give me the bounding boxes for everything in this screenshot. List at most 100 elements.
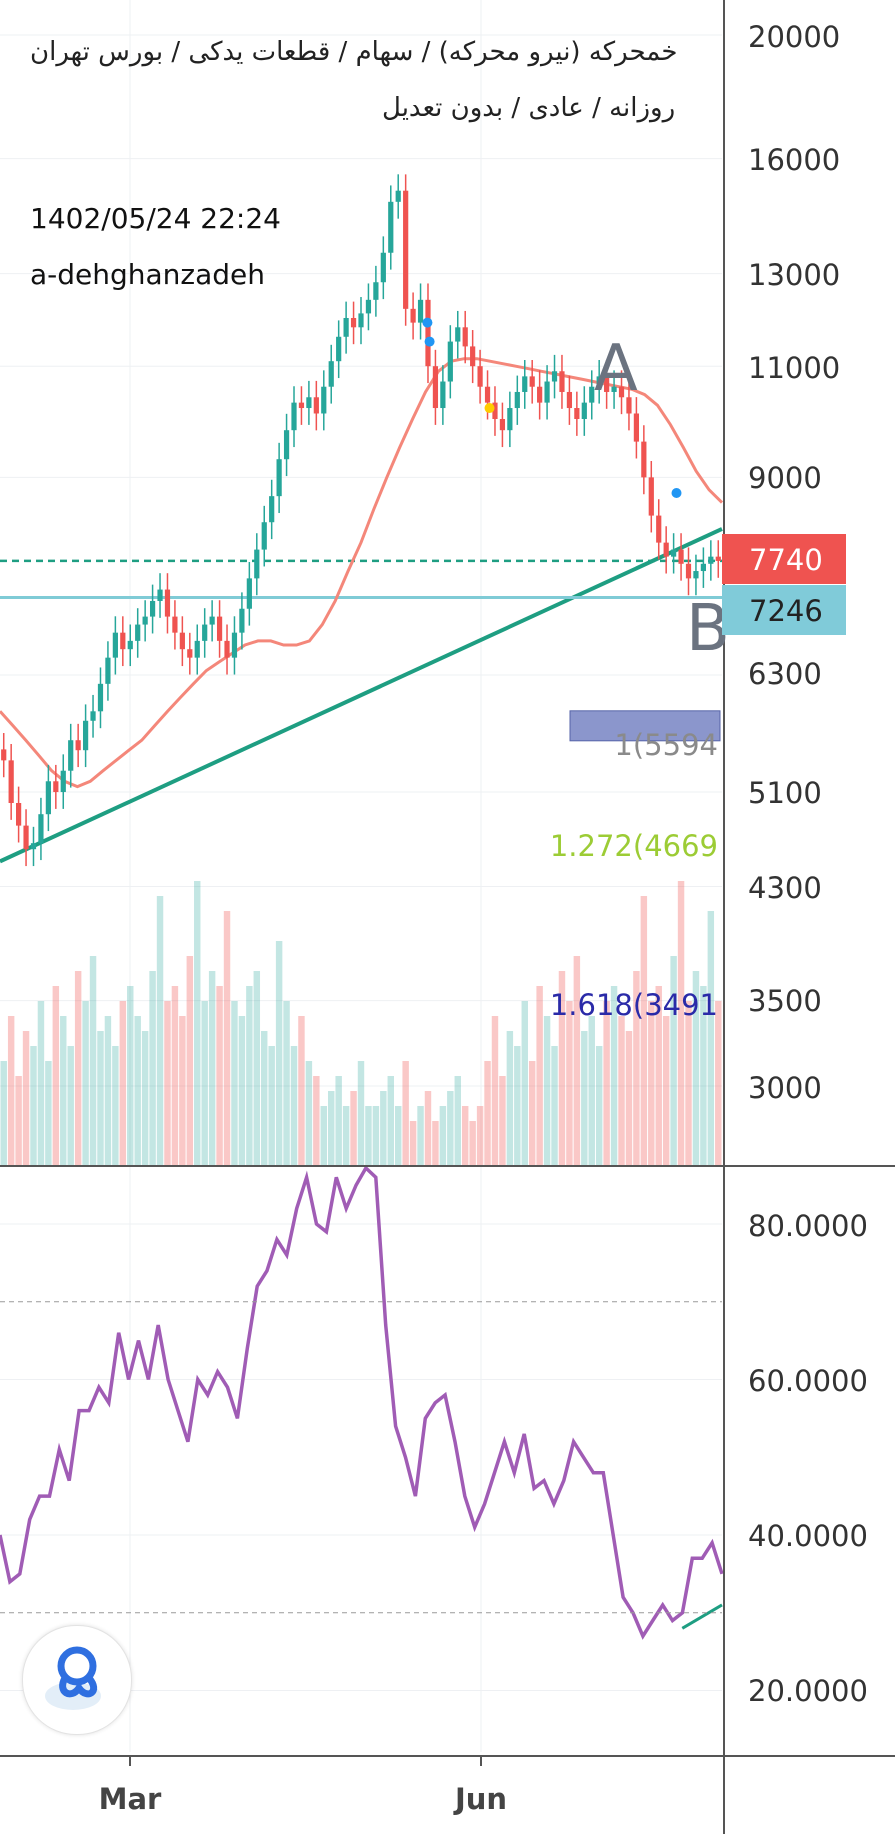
volume-bar — [402, 1061, 409, 1166]
volume-bar — [246, 986, 253, 1166]
candle-body — [492, 402, 498, 420]
rsi-tick: 40.0000 — [748, 1519, 868, 1553]
candle-body — [179, 632, 185, 650]
volume-bar — [22, 1031, 30, 1166]
price-tick: 9000 — [748, 461, 822, 495]
candle-body — [618, 386, 625, 398]
volume-bar — [15, 1076, 22, 1166]
volume-bar — [231, 1001, 238, 1166]
volume-bar — [655, 986, 662, 1166]
volume-bar — [558, 971, 566, 1166]
volume-bar — [82, 1001, 89, 1166]
candle-body — [202, 624, 208, 641]
candle-body — [120, 632, 126, 650]
volume-bar — [313, 1076, 320, 1166]
candle-body — [164, 589, 171, 617]
candle-body — [403, 190, 409, 309]
candle-body — [373, 282, 379, 300]
volume-bar — [275, 941, 283, 1166]
volume-bar — [447, 1091, 454, 1166]
candle-body — [254, 549, 260, 579]
candle-body — [172, 616, 178, 633]
rsi-tick: 20.0000 — [748, 1674, 868, 1708]
candle-body — [127, 640, 133, 650]
volume-bar — [528, 1061, 536, 1166]
volume-bar — [261, 1031, 268, 1166]
candle-body — [410, 308, 416, 323]
candle-body — [470, 346, 476, 367]
price-tick: 6300 — [748, 657, 822, 691]
volume-bar — [432, 1121, 439, 1166]
candle-body — [246, 578, 252, 609]
volume-bar — [439, 1106, 447, 1166]
volume-bar — [149, 971, 156, 1166]
candle-body — [283, 430, 290, 460]
fib-zone-box — [569, 710, 721, 742]
volume-bar — [268, 1046, 275, 1166]
candle-body — [604, 376, 610, 392]
volume-bar — [387, 1076, 394, 1166]
candle-body — [499, 419, 506, 431]
candle-body — [589, 386, 595, 403]
price-tick: 11000 — [748, 351, 840, 385]
candle-body — [388, 201, 394, 253]
candle-body — [45, 781, 51, 815]
volume-bar — [514, 1046, 521, 1166]
candle-body — [68, 740, 74, 771]
app-logo-icon — [45, 1646, 101, 1710]
price-tick: 20000 — [748, 20, 840, 54]
grid-layer — [0, 0, 722, 1752]
volume-bar — [491, 1016, 499, 1166]
volume-bar — [7, 1016, 15, 1166]
candle-body — [462, 327, 468, 347]
candle-body — [142, 616, 148, 625]
app-logo[interactable] — [22, 1625, 132, 1735]
volume-bar — [640, 896, 648, 1166]
volume-bar — [417, 1106, 424, 1166]
candle-body — [685, 563, 692, 579]
volume-bar — [238, 1016, 246, 1166]
candle-body — [626, 397, 632, 414]
volume-bar — [715, 1001, 722, 1166]
price-tick: 13000 — [748, 258, 840, 292]
candle-body — [313, 397, 319, 414]
volume-bar — [171, 986, 179, 1166]
price-tick: 4300 — [748, 871, 822, 905]
candle-body — [641, 441, 647, 478]
candle-body — [417, 299, 424, 323]
volume-bar — [67, 1046, 74, 1166]
volume-bar — [573, 956, 581, 1166]
x-tick: Jun — [453, 1782, 507, 1816]
candle-body — [149, 600, 156, 617]
chart-timestamp: 1402/05/24 22:24 — [30, 202, 281, 235]
volume-bar — [603, 1001, 610, 1166]
rsi-line — [0, 1165, 724, 1640]
volume-bar — [595, 1046, 603, 1166]
candle-body — [209, 616, 215, 625]
candle-body — [693, 571, 699, 579]
candle-body — [135, 624, 141, 641]
candle-body — [537, 386, 543, 403]
volume-bar — [476, 1106, 484, 1166]
volume-bar — [625, 1031, 633, 1166]
volume-bar — [30, 1046, 37, 1166]
volume-bar — [692, 971, 700, 1166]
volume-bar — [186, 956, 194, 1166]
volume-bar — [208, 971, 216, 1166]
volume-bar — [536, 986, 543, 1166]
candle-body — [336, 336, 342, 362]
candle-body — [715, 556, 721, 561]
candle-body — [112, 632, 118, 658]
candle-body — [97, 683, 104, 712]
chart-title-line2: روزانه / عادی / بدون تعدیل — [382, 93, 675, 123]
price-tick: 16000 — [748, 143, 840, 177]
candle-body — [291, 402, 297, 431]
volume-bar — [677, 881, 685, 1166]
volume-bar — [409, 1121, 417, 1166]
volume-bar — [112, 1046, 119, 1166]
candle-body — [380, 252, 386, 283]
price-tick: 3500 — [748, 984, 822, 1018]
volume-bar — [194, 881, 201, 1166]
candle-body — [648, 477, 654, 516]
